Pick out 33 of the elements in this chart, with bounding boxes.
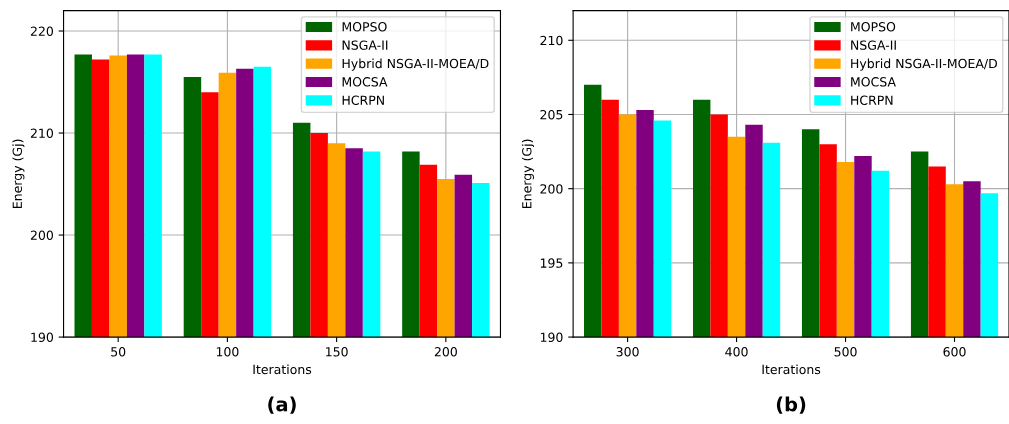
y-tick-label: 205 <box>540 109 563 120</box>
legend-label: Hybrid NSGA-II-MOEA/D <box>851 58 998 71</box>
text: (b) <box>776 396 806 414</box>
y-tick-label: 190 <box>540 332 563 343</box>
x-tick-label: 200 <box>434 347 457 357</box>
legend-label: MOCSA <box>851 77 896 87</box>
y-tick-label: 200 <box>30 230 54 240</box>
legend-label: Hybrid NSGA-II-MOEA/D <box>342 58 489 71</box>
y-tick-label: 190 <box>31 332 54 343</box>
x-tick-label: 600 <box>943 347 966 357</box>
x-tick-label: 300 <box>616 347 639 357</box>
legend-label: MOCSA <box>342 77 388 87</box>
y-tick-label: 195 <box>540 258 563 268</box>
x-axis-title: Iterations <box>253 364 312 375</box>
legend-label: NSGA-II <box>851 40 896 50</box>
x-tick-label: 150 <box>326 347 348 357</box>
x-axis-title: Iterations <box>762 364 821 375</box>
x-tick-label: 50 <box>111 347 126 357</box>
x-tick-label: 100 <box>216 347 239 357</box>
x-tick-label: 500 <box>834 347 857 357</box>
legend-label: HCRPN <box>851 95 893 105</box>
y-axis-title: Energy (Gj) <box>521 139 534 208</box>
legend-label: MOPSO <box>851 22 896 32</box>
legend-label: HCRPN <box>342 95 384 105</box>
y-tick-label: 210 <box>540 35 563 46</box>
y-tick-label: 220 <box>30 26 54 36</box>
y-tick-label: 200 <box>540 184 563 194</box>
y-tick-label: 210 <box>30 128 54 138</box>
x-tick-label: 400 <box>725 347 748 357</box>
y-axis-title: Energy (Gj) <box>12 139 25 208</box>
text: (a) <box>268 396 296 414</box>
legend-label: MOPSO <box>342 22 387 32</box>
legend-label: NSGA-II <box>342 40 388 50</box>
